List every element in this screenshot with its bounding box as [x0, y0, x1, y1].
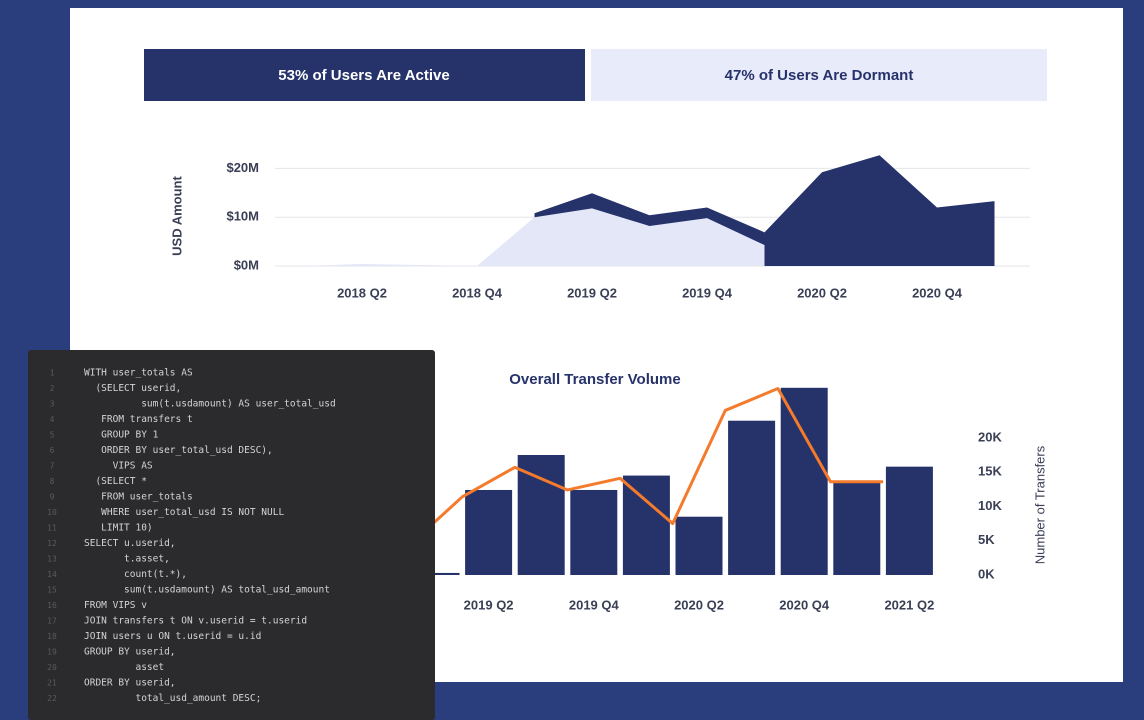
line-number: 17	[47, 617, 57, 626]
line-number: 5	[50, 431, 55, 440]
x-tick-label: 2019 Q4	[569, 597, 620, 612]
code-line: WITH user_totals AS	[84, 368, 193, 379]
code-line: t.asset,	[84, 554, 170, 565]
code-line: WHERE user_total_usd IS NOT NULL	[84, 507, 284, 518]
y2-tick-label: 15K	[978, 464, 1002, 479]
line-number: 19	[47, 648, 57, 657]
bar	[728, 420, 776, 575]
code-line: ORDER BY userid,	[84, 678, 176, 689]
code-line: SELECT u.userid,	[84, 538, 176, 549]
x-tick-label: 2019 Q4	[682, 285, 733, 300]
line-number: 4	[50, 415, 55, 424]
code-line: LIMIT 10)	[84, 523, 153, 534]
code-line: GROUP BY 1	[84, 430, 159, 441]
active-segment	[144, 49, 585, 101]
bar	[465, 489, 513, 575]
x-tick-label: 2018 Q4	[452, 285, 503, 300]
code-line: VIPS AS	[84, 461, 153, 472]
x-tick-label: 2019 Q2	[567, 285, 617, 300]
active-label: 53% of Users Are Active	[278, 67, 449, 84]
line-number: 13	[47, 555, 57, 564]
line	[408, 386, 884, 546]
dormant-segment	[591, 49, 1047, 101]
x-tick-label: 2021 Q2	[884, 597, 934, 612]
x-tick-label: 2020 Q2	[797, 285, 847, 300]
y-tick-label: $0M	[234, 257, 259, 272]
line-number: 22	[47, 694, 57, 703]
line-number: 12	[47, 539, 57, 548]
bar	[570, 489, 618, 575]
line-number: 14	[47, 570, 57, 579]
code-line: total_usd_amount DESC;	[84, 693, 261, 704]
line-number: 10	[47, 508, 57, 517]
line-number: 3	[50, 400, 55, 409]
code-line: JOIN transfers t ON v.userid = t.userid	[84, 616, 307, 627]
y-tick-label: $10M	[226, 209, 259, 224]
line-number: 18	[47, 632, 57, 641]
code-line: GROUP BY userid,	[84, 647, 176, 658]
bar	[675, 516, 723, 575]
code-line: FROM transfers t	[84, 414, 193, 425]
line-number: 11	[47, 524, 57, 533]
line-number: 8	[50, 477, 55, 486]
y-axis-label: USD Amount	[169, 175, 184, 255]
bar	[622, 475, 670, 575]
line-number: 7	[50, 462, 55, 471]
bar	[412, 572, 460, 575]
line-number: 15	[47, 586, 57, 595]
code-line: asset	[84, 662, 164, 673]
bar	[517, 455, 565, 575]
y2-axis-label: Number of Transfers	[1032, 445, 1047, 564]
y-tick-label: $20M	[226, 160, 259, 175]
y2-tick-label: 20K	[978, 429, 1002, 444]
x-tick-label: 2020 Q2	[674, 597, 724, 612]
code-line: count(t.*),	[84, 569, 187, 580]
chart-title: Overall Transfer Volume	[509, 371, 680, 388]
line-number: 21	[47, 679, 57, 688]
code-line: sum(t.usdamount) AS total_usd_amount	[84, 585, 330, 596]
code-line: sum(t.usdamount) AS user_total_usd	[84, 399, 336, 410]
y2-tick-label: 10K	[978, 498, 1002, 513]
bar	[833, 481, 881, 575]
bar	[780, 387, 828, 575]
line-number: 1	[50, 369, 55, 378]
line-number: 16	[47, 601, 57, 610]
line-number: 2	[50, 384, 55, 393]
code-line: JOIN users u ON t.userid = u.id	[84, 631, 261, 642]
code-line: ORDER BY user_total_usd DESC),	[84, 445, 273, 456]
code-line: FROM user_totals	[84, 492, 193, 503]
x-tick-label: 2018 Q2	[337, 285, 387, 300]
code-line: (SELECT *	[84, 476, 147, 487]
line-number: 9	[50, 493, 55, 502]
code-background	[28, 350, 435, 720]
dormant-label: 47% of Users Are Dormant	[725, 67, 914, 84]
x-tick-label: 2020 Q4	[779, 597, 830, 612]
line-number: 20	[47, 663, 57, 672]
x-tick-label: 2020 Q4	[912, 285, 963, 300]
x-tick-label: 2019 Q2	[464, 597, 514, 612]
y2-tick-label: 0K	[978, 566, 995, 581]
area	[304, 208, 765, 266]
bar	[885, 466, 933, 575]
code-line: (SELECT userid,	[84, 383, 181, 394]
code-line: FROM VIPS v	[84, 600, 147, 611]
code-panel: 1 WITH user_totals AS 2 (SELECT userid, 3 s…	[28, 350, 435, 720]
line-number: 6	[50, 446, 55, 455]
y2-tick-label: 5K	[978, 532, 995, 547]
